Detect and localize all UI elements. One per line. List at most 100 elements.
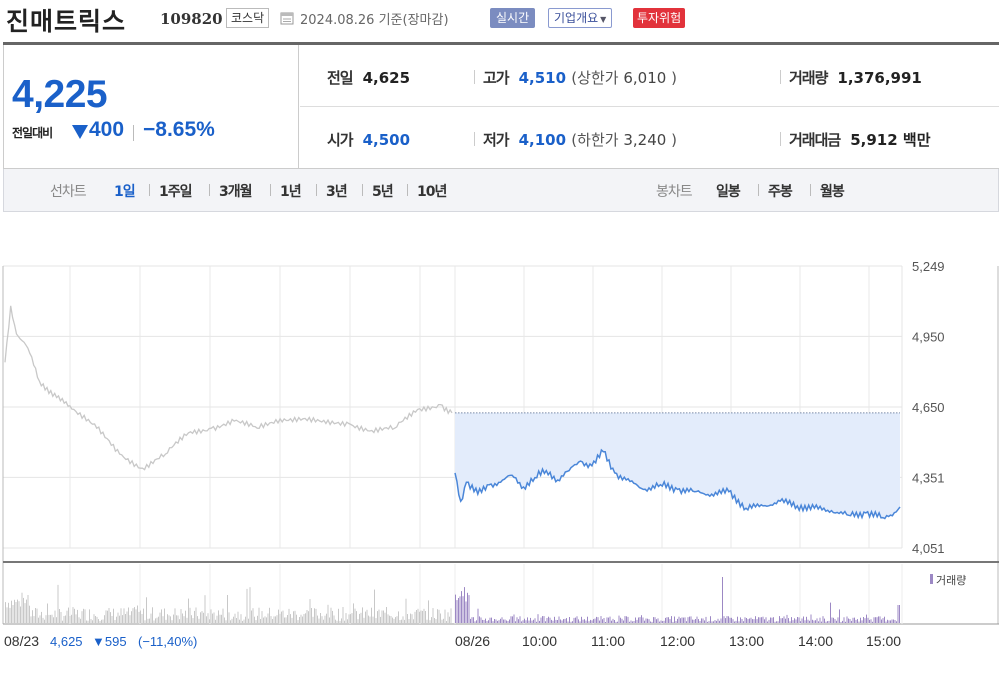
volume-bar xyxy=(869,619,870,623)
volume-bar xyxy=(102,619,104,623)
volume-bar xyxy=(657,618,659,623)
volume-bar xyxy=(603,618,605,623)
volume-bar xyxy=(666,617,668,623)
volume-bar xyxy=(690,616,692,623)
volume-bar xyxy=(611,620,612,623)
volume-bar xyxy=(242,620,243,623)
volume-bar xyxy=(86,620,87,623)
volume-bar xyxy=(684,617,686,623)
volume-bar xyxy=(458,598,459,623)
candle-weekly[interactable]: 주봉 xyxy=(768,184,793,200)
volume-bar xyxy=(878,616,879,623)
volume-bar xyxy=(750,617,752,623)
volume-bar xyxy=(813,620,815,623)
divider xyxy=(780,70,781,84)
period-5y[interactable]: 5년 xyxy=(372,184,394,200)
stock-code: 109820 xyxy=(160,10,223,28)
stat-volume: 거래량 1,376,991 xyxy=(789,69,922,87)
candle-daily[interactable]: 일봉 xyxy=(716,184,741,200)
volume-bar xyxy=(333,615,335,623)
period-1y[interactable]: 1년 xyxy=(280,184,302,200)
volume-bar xyxy=(573,617,575,623)
volume-bar xyxy=(543,616,545,623)
divider xyxy=(316,184,317,196)
prev-close-area xyxy=(455,412,900,519)
volume-bar xyxy=(557,620,558,623)
volume-bar xyxy=(63,616,65,623)
volume-bar xyxy=(360,612,362,623)
volume-bar xyxy=(614,620,615,623)
period-1d[interactable]: 1일 xyxy=(114,184,136,200)
x-tick-label: 11:00 xyxy=(591,633,625,649)
realtime-button[interactable]: 실시간 xyxy=(490,8,536,28)
x-tick-label: 10:00 xyxy=(522,633,557,649)
volume-bar xyxy=(738,621,740,623)
volume-bar xyxy=(153,620,155,623)
risk-badge[interactable]: 투자위험 xyxy=(633,8,686,28)
divider xyxy=(209,184,210,196)
volume-bar xyxy=(845,621,846,623)
volume-bar xyxy=(620,617,621,623)
volume-bar xyxy=(471,617,473,623)
volume-bar xyxy=(863,617,864,623)
volume-bar xyxy=(770,617,771,623)
volume-bar xyxy=(635,617,636,623)
volume-bar xyxy=(90,619,92,623)
volume-bar xyxy=(206,616,207,623)
volume-bar xyxy=(807,619,809,623)
volume-bar xyxy=(480,617,482,623)
volume-bar xyxy=(767,621,768,623)
volume-bar xyxy=(243,619,245,623)
volume-bar xyxy=(357,619,359,623)
volume-bar xyxy=(602,619,603,623)
volume-bar xyxy=(122,615,123,623)
volume-bar xyxy=(21,592,23,623)
period-1w[interactable]: 1주일 xyxy=(159,184,193,200)
volume-bar xyxy=(230,620,231,623)
volume-bar xyxy=(540,617,542,623)
volume-bar xyxy=(212,613,213,623)
volume-bar xyxy=(234,613,236,623)
volume-bar xyxy=(9,607,11,623)
volume-bar xyxy=(572,621,573,623)
volume-bar xyxy=(216,615,218,623)
volume-bar xyxy=(609,616,611,623)
volume-bar xyxy=(89,609,90,623)
period-3m[interactable]: 3개월 xyxy=(219,184,253,200)
volume-bar xyxy=(462,596,464,623)
volume-bar xyxy=(356,611,357,623)
volume-bar xyxy=(293,611,294,623)
volume-bar xyxy=(155,618,156,623)
volume-bar xyxy=(749,618,750,623)
volume-bar xyxy=(215,619,216,623)
volume-bar xyxy=(71,614,72,623)
volume-bar xyxy=(528,620,530,623)
volume-bar xyxy=(183,616,185,623)
volume-bar xyxy=(237,611,239,623)
down-arrow-icon xyxy=(72,125,88,139)
volume-bar xyxy=(149,618,150,623)
period-10y[interactable]: 10년 xyxy=(417,184,447,200)
volume-bar xyxy=(776,621,777,623)
volume-bar xyxy=(507,621,509,623)
volume-bar xyxy=(315,608,317,623)
volume-bar xyxy=(468,595,470,623)
volume-bar xyxy=(689,616,690,623)
volume-bar xyxy=(759,617,761,623)
volume-bar xyxy=(408,619,410,623)
volume-bar xyxy=(323,619,324,623)
volume-bar xyxy=(566,618,567,623)
company-info-dropdown[interactable]: 기업개요 ▼ xyxy=(548,8,613,28)
volume-bar xyxy=(114,620,116,623)
candle-monthly[interactable]: 월봉 xyxy=(820,184,845,200)
volume-bar xyxy=(156,617,158,623)
period-3y[interactable]: 3년 xyxy=(326,184,348,200)
volume-bar xyxy=(425,611,426,623)
volume-bar xyxy=(30,616,32,623)
volume-bar xyxy=(191,615,192,623)
volume-bar xyxy=(336,620,338,623)
volume-bar xyxy=(159,612,161,623)
volume-bar xyxy=(819,617,821,623)
volume-bar xyxy=(146,597,147,623)
volume-bar xyxy=(353,603,354,623)
